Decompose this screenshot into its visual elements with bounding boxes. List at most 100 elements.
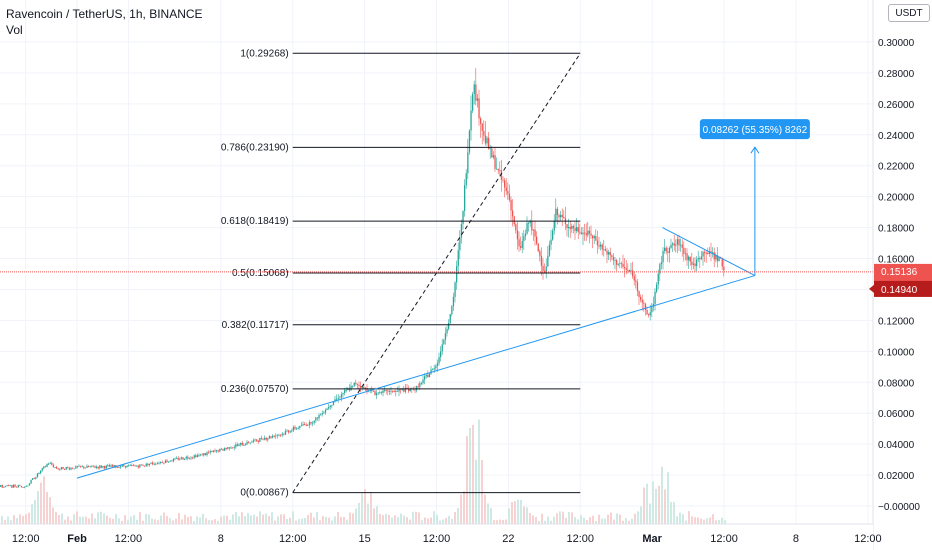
volume-bar [145, 513, 147, 524]
volume-bar [190, 516, 192, 524]
volume-bar [235, 511, 237, 524]
candle-body [62, 467, 64, 470]
candle-body [574, 228, 576, 231]
candle-body [505, 187, 507, 192]
candle-body [571, 226, 573, 230]
candle-body [206, 452, 208, 456]
volume-bar [541, 513, 543, 524]
candle-body [193, 455, 195, 458]
candle-body [593, 236, 595, 239]
volume-bar [262, 514, 264, 524]
volume-bar [394, 515, 396, 524]
candle-body [198, 454, 200, 456]
candle-body [99, 465, 101, 469]
volume-bar [205, 518, 207, 524]
candle-body [259, 437, 261, 442]
volume-bar [175, 518, 177, 524]
candle-body [451, 306, 453, 315]
candle-body [176, 458, 178, 459]
volume-bar [469, 427, 471, 524]
candle-body [372, 390, 375, 392]
projection-badge-label: 0.08262 (55.35%) 8262 [703, 125, 808, 136]
candle-body [201, 454, 203, 456]
volume-bar [535, 517, 537, 524]
y-tick-label: 0.20000 [878, 193, 915, 204]
volume-bar [7, 516, 9, 524]
candle-body [424, 376, 426, 380]
volume-bar [598, 514, 600, 524]
candle-body [225, 448, 227, 449]
candle-body [89, 466, 91, 468]
candle-body [228, 447, 231, 449]
volume-bar [193, 520, 195, 524]
y-tick-label: 0.16000 [878, 255, 915, 266]
candle-body [576, 227, 578, 231]
candle-body [416, 386, 418, 391]
candle-body [4, 485, 7, 487]
candle-body [584, 232, 586, 234]
candle-body [590, 233, 592, 236]
candle-body [520, 246, 522, 248]
candle-body [43, 466, 45, 469]
currency-button[interactable]: USDT [888, 4, 930, 22]
volume-bar [481, 460, 483, 524]
candle-body [446, 328, 448, 334]
candle-body [700, 256, 703, 260]
volume-bar [595, 520, 597, 524]
candle-body [539, 251, 541, 257]
candle-body [300, 425, 303, 427]
candle-body [387, 390, 389, 392]
support-trend-line[interactable] [76, 275, 756, 479]
volume-bar [310, 512, 312, 524]
volume-bar [451, 518, 453, 524]
volume-bar [634, 513, 636, 524]
candle-body [272, 435, 274, 438]
volume-bar [550, 520, 552, 524]
volume-bar [139, 512, 141, 524]
resistance-trend-line[interactable] [662, 227, 756, 276]
candle-body [531, 221, 533, 231]
candle-body [174, 458, 176, 460]
candle-body [1, 485, 3, 488]
candle-body [168, 461, 170, 463]
candle-body [545, 266, 547, 274]
candle-body [94, 466, 96, 468]
candle-body [232, 447, 234, 449]
volume-bar [547, 516, 549, 524]
candle-body [76, 466, 79, 468]
candle-body [508, 193, 511, 200]
candle-body [312, 422, 314, 424]
candle-body [569, 226, 571, 230]
projection-badge[interactable] [699, 119, 810, 140]
candle-body [561, 214, 563, 217]
candle-body [204, 453, 207, 456]
candle-body [230, 447, 232, 449]
time-axis[interactable] [0, 524, 873, 550]
candle-body [208, 452, 210, 454]
volume-bar [334, 516, 336, 524]
volume-bar [724, 520, 726, 524]
candle-body [356, 383, 359, 385]
volume-bar [667, 472, 669, 524]
candle-body [470, 110, 472, 131]
candle-body [580, 232, 583, 235]
volume-bar [298, 519, 300, 524]
fib-trend-line[interactable] [292, 53, 581, 493]
volume-bar [619, 514, 621, 524]
volume-bar [436, 514, 438, 524]
candle-body [633, 276, 635, 281]
volume-bar [226, 515, 228, 524]
candle-body [84, 467, 87, 469]
volume-bar [430, 517, 432, 524]
candle-body [408, 388, 410, 392]
candle-body [528, 222, 530, 224]
volume-bar [520, 499, 522, 524]
volume-bar [169, 518, 171, 524]
candle-body [340, 394, 343, 398]
fib-level-label: 0.786(0.23190) [221, 142, 289, 153]
candle-body [681, 244, 683, 248]
volume-bar [217, 520, 219, 524]
candle-body [688, 256, 690, 261]
candle-body [352, 385, 354, 387]
